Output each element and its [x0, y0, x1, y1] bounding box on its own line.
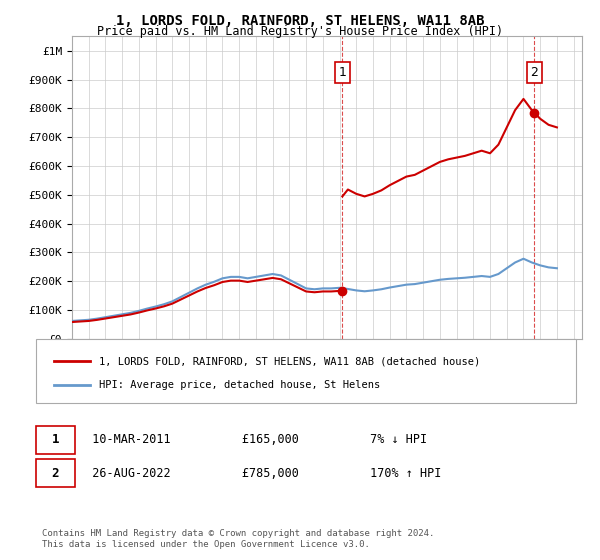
- Text: Price paid vs. HM Land Registry's House Price Index (HPI): Price paid vs. HM Land Registry's House …: [97, 25, 503, 38]
- Text: HPI: Average price, detached house, St Helens: HPI: Average price, detached house, St H…: [99, 380, 380, 390]
- Text: 1: 1: [338, 66, 346, 79]
- Text: 26-AUG-2022          £785,000          170% ↑ HPI: 26-AUG-2022 £785,000 170% ↑ HPI: [78, 466, 442, 480]
- Text: Contains HM Land Registry data © Crown copyright and database right 2024.
This d: Contains HM Land Registry data © Crown c…: [42, 529, 434, 549]
- Text: 2: 2: [530, 66, 538, 79]
- Text: 1, LORDS FOLD, RAINFORD, ST HELENS, WA11 8AB: 1, LORDS FOLD, RAINFORD, ST HELENS, WA11…: [116, 14, 484, 28]
- Text: 1, LORDS FOLD, RAINFORD, ST HELENS, WA11 8AB (detached house): 1, LORDS FOLD, RAINFORD, ST HELENS, WA11…: [99, 357, 480, 366]
- Text: 2: 2: [52, 466, 59, 480]
- Text: 10-MAR-2011          £165,000          7% ↓ HPI: 10-MAR-2011 £165,000 7% ↓ HPI: [78, 433, 427, 446]
- Text: 1: 1: [52, 433, 59, 446]
